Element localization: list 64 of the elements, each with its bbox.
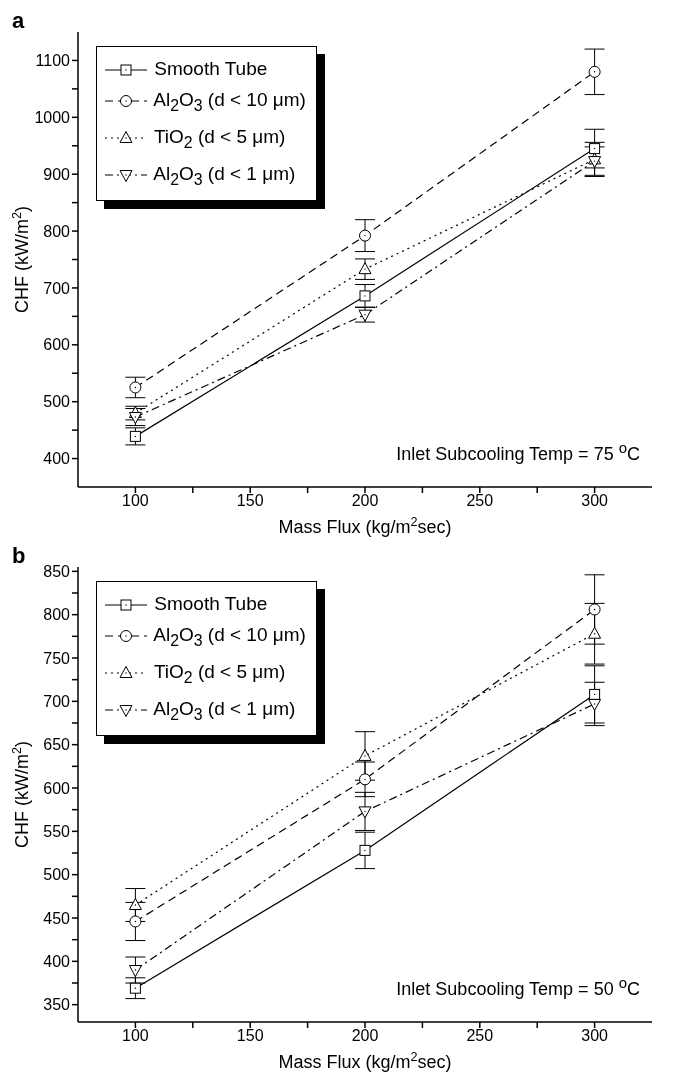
legend-label: Al$_{2}$O$_{3}$ (d < 10 μm) — [153, 624, 306, 649]
point — [359, 290, 371, 302]
y-tick-label: 500 — [43, 866, 71, 884]
y-tick-label: 700 — [43, 693, 71, 711]
point — [129, 982, 141, 994]
point — [128, 898, 142, 910]
y-tick-label: 800 — [43, 222, 71, 240]
legend-label: Al$_{2}$O$_{3}$ (d < 1 μm) — [153, 162, 296, 188]
point — [129, 430, 141, 442]
x-tick-label: 100 — [122, 1027, 149, 1045]
x-axis-title: Mass Flux (kg/m$^{2}$sec) — [278, 515, 452, 537]
y-tick-label: 650 — [43, 736, 71, 754]
y-tick-label: 600 — [43, 779, 71, 797]
y-tick-label: 900 — [43, 165, 71, 183]
point — [128, 965, 142, 977]
legend-label: TiO$_{2}$ (d < 5 μm) — [153, 660, 286, 686]
x-tick-label: 100 — [122, 492, 149, 510]
point — [129, 915, 142, 928]
chart-title: a — [12, 8, 25, 34]
x-tick-label: 250 — [466, 492, 494, 510]
x-tick-label: 150 — [236, 1027, 264, 1045]
point — [589, 688, 601, 700]
y-tick-label: 700 — [43, 279, 71, 297]
point — [359, 229, 371, 242]
x-tick-label: 250 — [466, 1027, 494, 1045]
point — [358, 748, 372, 761]
point — [589, 143, 601, 155]
x-tick-label: 200 — [351, 492, 379, 510]
y-tick-label: 1000 — [34, 108, 71, 126]
point — [128, 412, 142, 425]
y-tick-label: 500 — [43, 393, 71, 411]
legend-label: TiO$_{2}$ (d < 5 μm) — [153, 125, 286, 151]
y-tick-label: 850 — [43, 563, 71, 581]
annotation: Inlet Subcooling Temp = 50 $^{o}$C — [396, 974, 640, 1000]
x-tick-label: 200 — [351, 1027, 379, 1045]
x-tick-label: 300 — [581, 1027, 609, 1045]
point — [588, 156, 602, 169]
point — [358, 806, 372, 819]
chart-title: b — [12, 543, 26, 569]
y-tick-label: 450 — [43, 909, 71, 927]
annotation: Inlet Subcooling Temp = 75 $^{o}$C — [396, 439, 640, 465]
y-tick-label: 600 — [43, 336, 71, 354]
point — [588, 65, 601, 78]
legend-label: Smooth Tube — [154, 593, 268, 614]
y-tick-label: 550 — [43, 823, 71, 841]
legend-label: Al$_{2}$O$_{3}$ (d < 1 μm) — [153, 697, 296, 723]
y-tick-label: 350 — [43, 996, 71, 1014]
point — [588, 698, 602, 711]
point — [588, 603, 601, 616]
x-tick-label: 300 — [581, 492, 609, 510]
legend-label: Smooth Tube — [154, 58, 268, 79]
point — [358, 262, 372, 275]
point — [359, 844, 371, 856]
y-tick-label: 1100 — [35, 52, 71, 70]
point — [129, 381, 142, 394]
x-axis-title: Mass Flux (kg/m$^{2}$sec) — [278, 1050, 452, 1072]
point — [588, 626, 602, 639]
y-tick-label: 400 — [43, 450, 71, 468]
y-tick-label: 750 — [43, 649, 71, 667]
point — [359, 773, 371, 786]
y-tick-label: 800 — [43, 606, 71, 624]
x-tick-label: 150 — [236, 492, 264, 510]
y-tick-label: 400 — [43, 953, 71, 971]
legend-label: Al$_{2}$O$_{3}$ (d < 10 μm) — [153, 89, 306, 114]
